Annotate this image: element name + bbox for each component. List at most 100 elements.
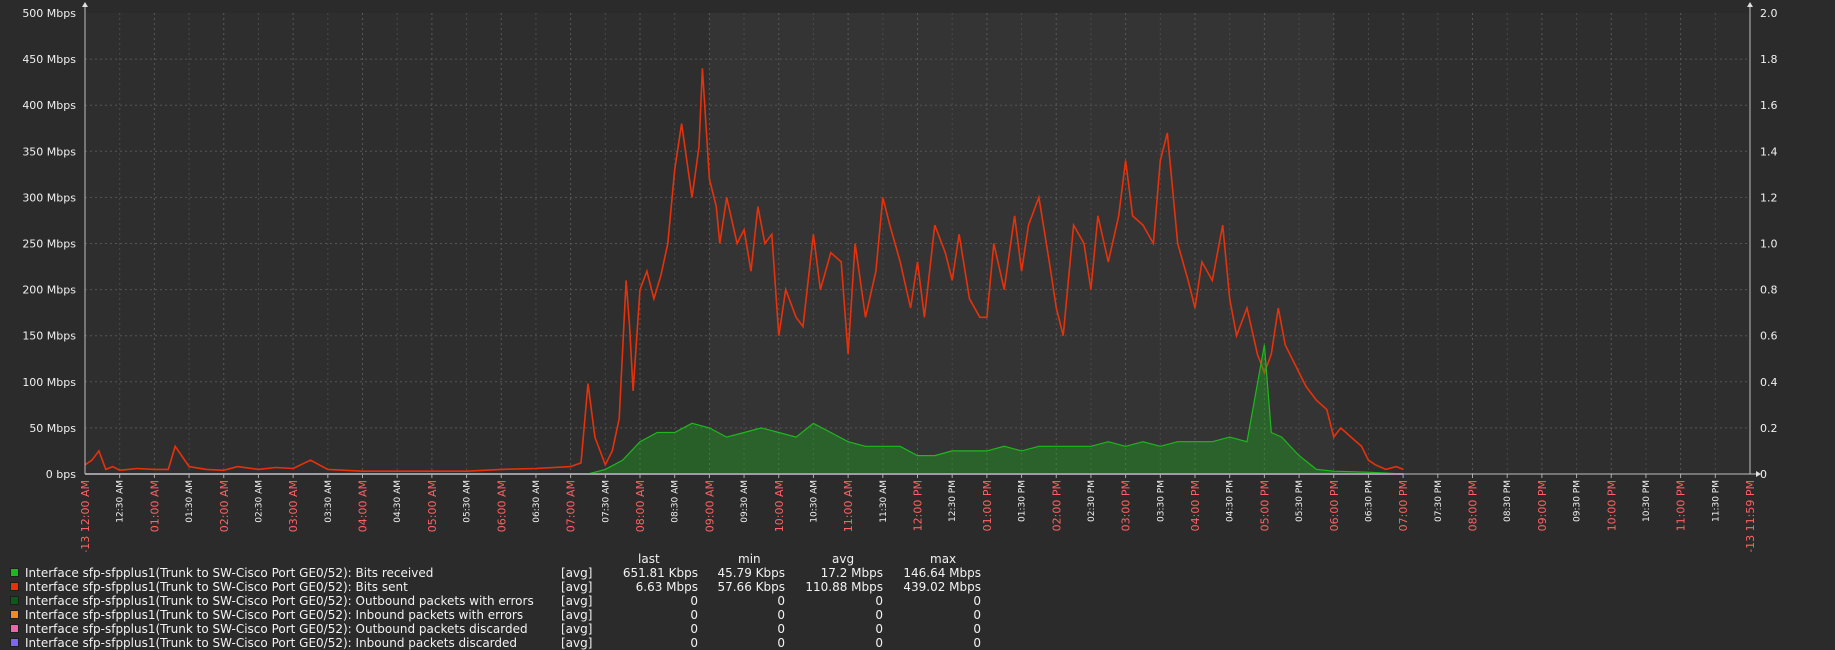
x-tick-label: 08:00 PM	[1467, 480, 1480, 531]
legend-min: 45.79 Kbps	[717, 566, 785, 580]
x-tick-label: 11:00 PM	[1675, 480, 1688, 531]
y-tick-label-right: 0.8	[1760, 284, 1778, 297]
y-tick-label-right: 1.4	[1760, 145, 1778, 158]
x-tick-label: 03:00 AM	[287, 480, 300, 532]
x-tick-label: 08:30 PM	[1503, 480, 1513, 522]
x-tick-label: 03:30 AM	[324, 480, 334, 523]
x-tick-label: 07:00 PM	[1397, 480, 1410, 531]
x-tick-label: 02:30 AM	[254, 480, 264, 523]
x-tick-label: 12:00 PM	[912, 480, 925, 531]
traffic-chart: 0 bps 50 Mbps 100 Mbps 150 Mbps 200 Mbps 250 …	[22, 2, 1778, 568]
y-tick-label-left: 250 Mbps	[22, 238, 76, 251]
x-tick-label: 08:30 AM	[671, 480, 681, 523]
x-tick-label: 05:00 PM	[1258, 480, 1271, 531]
legend-swatch	[10, 624, 19, 633]
legend-fn: [avg]	[561, 636, 593, 650]
x-tick-label: 09:30 AM	[740, 480, 750, 523]
x-start-label: 02-13 12:00 AM	[79, 480, 92, 552]
legend-min: 57.66 Kbps	[717, 580, 785, 594]
legend-swatch	[10, 582, 19, 591]
y-tick-label-left: 350 Mbps	[22, 145, 76, 158]
x-tick-label: 05:30 PM	[1295, 480, 1305, 522]
y-tick-label-left: 150 Mbps	[22, 330, 76, 343]
x-tick-label: 10:30 AM	[809, 480, 819, 523]
legend-min: 0	[777, 594, 785, 608]
legend-swatch	[10, 638, 19, 647]
legend-header-last: last	[638, 552, 660, 566]
y-tick-label-left: 100 Mbps	[22, 376, 76, 389]
y-tick-label-right: 1.2	[1760, 191, 1778, 204]
legend-name: Interface sfp-sfpplus1(Trunk to SW-Cisco…	[25, 622, 528, 636]
x-tick-label: 06:00 AM	[495, 480, 508, 532]
legend-swatch	[10, 568, 19, 577]
legend-fn: [avg]	[561, 580, 593, 594]
y-tick-label-left: 500 Mbps	[22, 7, 76, 20]
y-tick-label-right: 0.6	[1760, 330, 1778, 343]
legend-name: Interface sfp-sfpplus1(Trunk to SW-Cisco…	[25, 594, 534, 608]
series-line	[85, 344, 1404, 475]
legend-fn: [avg]	[561, 622, 593, 636]
y-tick-label-left: 450 Mbps	[22, 53, 76, 66]
x-tick-label: 03:30 PM	[1156, 480, 1166, 522]
x-tick-label: 06:30 AM	[532, 480, 542, 523]
x-tick-label: 10:00 AM	[773, 480, 786, 532]
legend-avg: 0	[875, 622, 883, 636]
x-tick-label: 04:30 AM	[393, 480, 403, 523]
series-area-fill	[85, 344, 1404, 474]
legend-last: 651.81 Kbps	[622, 566, 698, 580]
x-end-label: 02-13 11:59 PM	[1744, 480, 1757, 552]
y-tick-label-right: 0.2	[1760, 422, 1778, 435]
x-tick-label: 05:30 AM	[463, 480, 473, 523]
legend-row: Interface sfp-sfpplus1(Trunk to SW-Cisco…	[10, 622, 1010, 636]
legend-avg: 0	[875, 594, 883, 608]
x-tick-label: 09:00 AM	[703, 480, 716, 532]
y-tick-label-left: 0 bps	[46, 468, 76, 481]
x-tick-label: 04:00 PM	[1189, 480, 1202, 531]
legend-last: 0	[690, 622, 698, 636]
x-tick-label: 02:00 PM	[1050, 480, 1063, 531]
legend-name: Interface sfp-sfpplus1(Trunk to SW-Cisco…	[25, 636, 518, 650]
legend-swatch	[10, 596, 19, 605]
y-tick-label-right: 0.4	[1760, 376, 1778, 389]
legend-fn: [avg]	[561, 566, 593, 580]
x-tick-label: 02:00 AM	[218, 480, 231, 532]
series-line	[84, 68, 1404, 473]
legend-last: 0	[690, 636, 698, 650]
y-tick-label-right: 2.0	[1760, 7, 1778, 20]
legend-last: 6.63 Mbps	[635, 580, 698, 594]
y-tick-label-right: 0	[1760, 468, 1767, 481]
legend-max: 146.64 Mbps	[903, 566, 981, 580]
x-tick-label: 09:00 PM	[1536, 480, 1549, 531]
axis-arrow-up-icon	[1747, 2, 1753, 7]
legend-header-avg: avg	[832, 552, 855, 566]
x-tick-label: 10:30 PM	[1642, 480, 1652, 522]
legend-row: Interface sfp-sfpplus1(Trunk to SW-Cisco…	[10, 636, 1010, 650]
legend-avg: 110.88 Mbps	[805, 580, 883, 594]
axis-arrow-up-icon	[82, 2, 88, 7]
x-tick-label: 03:00 PM	[1120, 480, 1133, 531]
legend-name: Interface sfp-sfpplus1(Trunk to SW-Cisco…	[25, 608, 524, 622]
legend-row: Interface sfp-sfpplus1(Trunk to SW-Cisco…	[10, 566, 1010, 580]
x-tick-label: 09:30 PM	[1573, 480, 1583, 522]
legend-last: 0	[690, 594, 698, 608]
x-tick-label: 07:30 PM	[1434, 480, 1444, 522]
legend-avg: 0	[875, 608, 883, 622]
y-tick-label-right: 1.6	[1760, 99, 1778, 112]
x-tick-label: 11:30 PM	[1711, 480, 1721, 522]
x-tick-label: 12:30 PM	[948, 480, 958, 522]
x-tick-label: 01:00 PM	[981, 480, 994, 531]
x-tick-label: 07:30 AM	[601, 480, 611, 523]
legend-fn: [avg]	[561, 594, 593, 608]
x-tick-label: 02:30 PM	[1087, 480, 1097, 522]
legend-max: 0	[973, 622, 981, 636]
legend-row: Interface sfp-sfpplus1(Trunk to SW-Cisco…	[10, 608, 1010, 622]
legend-swatch	[10, 610, 19, 619]
y-tick-label-left: 400 Mbps	[22, 99, 76, 112]
legend-max: 0	[973, 594, 981, 608]
legend-avg: 17.2 Mbps	[820, 566, 883, 580]
x-tick-label: 10:00 PM	[1605, 480, 1618, 531]
legend-min: 0	[777, 608, 785, 622]
x-tick-label: 11:30 AM	[879, 480, 889, 523]
legend-avg: 0	[875, 636, 883, 650]
